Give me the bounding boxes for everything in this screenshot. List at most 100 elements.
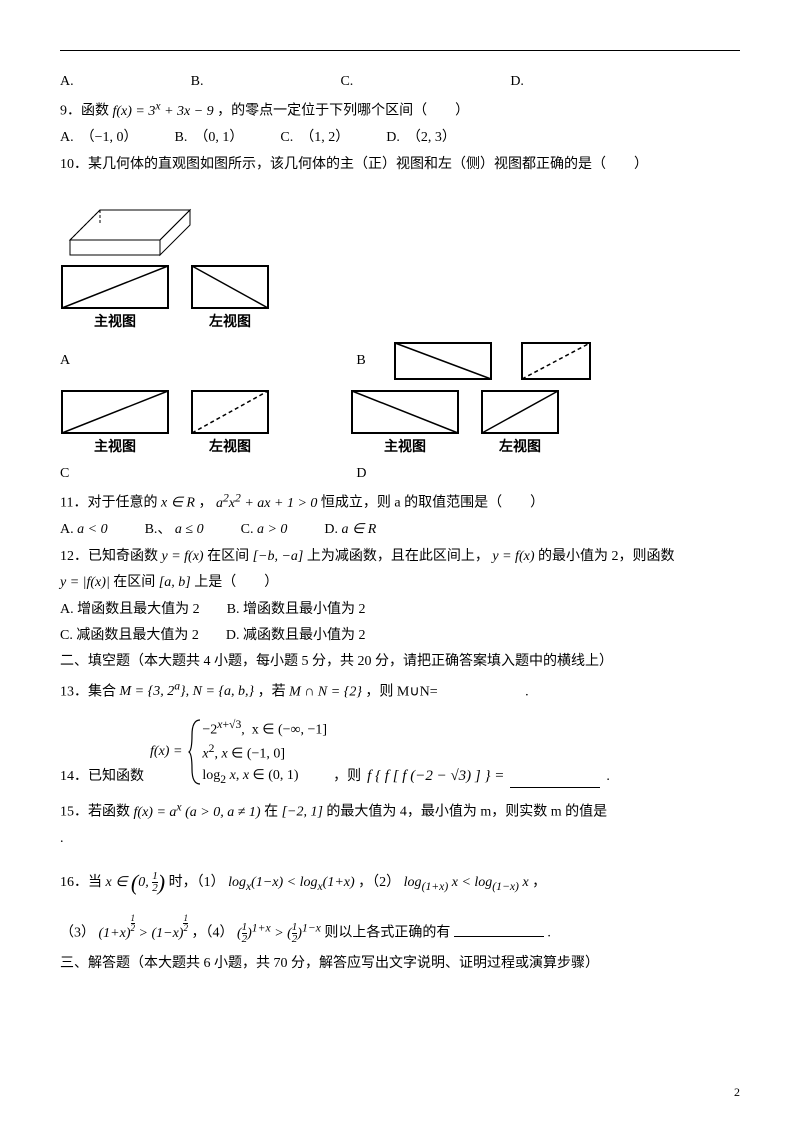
section-2-title: 二、填空题（本大题共 4 小题，每小题 5 分，共 20 分，请把正确答案填入题… — [60, 651, 740, 673]
q13-prefix: 13．集合 — [60, 684, 120, 699]
q14-fxeq: f(x) = — [150, 741, 182, 763]
q16-expr2: log(1+x) x < log(1−x) x — [404, 875, 529, 890]
q14-outer: f { f [ f (−2 − √3) ] } = — [367, 764, 504, 788]
q14-piece3: log2 x, x ∈ (0, 1) — [202, 765, 327, 788]
q12-opts-cd: C. 减函数且最大值为 2 D. 减函数且最小值为 2 — [60, 625, 740, 647]
q12-stem-2: y = |f(x)| 在区间 [a, b] 上是（ ） — [60, 572, 740, 594]
q14-piecewise: −2x+√3, x ∈ (−∞, −1] x2, x ∈ (−1, 0] log… — [188, 716, 327, 789]
q15-expr: f(x) = ax (a > 0, a ≠ 1) — [134, 805, 261, 820]
q10-c-main: 主视图 — [60, 389, 170, 459]
q12-suffix: 上是（ ） — [194, 575, 278, 590]
main-view-a-icon — [60, 264, 170, 310]
q12-yfx2: y = f(x) — [492, 549, 534, 564]
main-view-b-icon — [393, 341, 493, 381]
q11-options: A. a < 0 B.、 a ≤ 0 C. a > 0 D. a ∈ R — [60, 519, 740, 541]
q16-blank — [454, 922, 544, 937]
q9-opt-c: C. （1, 2） — [280, 130, 349, 145]
q10-cd-labels: C D — [60, 463, 740, 485]
q13-m: M = {3, 2a}, N = {a, b,} — [120, 684, 255, 699]
q10-b-label: B — [356, 353, 365, 368]
q10-cd-row: 主视图 左视图 主视图 — [60, 389, 740, 459]
q16-mid1: 时，（1） — [169, 875, 225, 890]
q14-period: . — [606, 766, 610, 788]
q11-a-expr: a < 0 — [77, 522, 107, 537]
q9-options: A. （−1, 0） B. （0, 1） C. （1, 2） D. （2, 3） — [60, 127, 740, 149]
left-view-a-icon — [190, 264, 270, 310]
q11-d-label: D. — [324, 522, 338, 537]
main-label-a: 主视图 — [94, 312, 136, 334]
q14-piece1: −2x+√3, x ∈ (−∞, −1] — [202, 716, 327, 741]
prev-options: A. B. C. D. — [60, 71, 740, 93]
q16-range: x ∈ (0, 12) — [106, 875, 166, 890]
page-container: A. B. C. D. 9．函数 f(x) = 3x + 3x − 9 ，的零点… — [0, 0, 800, 1132]
q16-label3: （3） — [60, 926, 95, 941]
q12-opt-a: A. 增函数且最大值为 2 — [60, 602, 200, 617]
q12-opt-d: D. 减函数且最小值为 2 — [226, 628, 366, 643]
q12-yfx: y = f(x) — [162, 549, 204, 564]
q12-mid3: 的最小值为 2，则函数 — [538, 549, 675, 564]
q14-pieces: −2x+√3, x ∈ (−∞, −1] x2, x ∈ (−1, 0] log… — [202, 716, 327, 789]
q12-absfx: y = |f(x)| — [60, 575, 110, 590]
main-label-d: 主视图 — [384, 437, 426, 459]
q11-mid: ， — [198, 496, 212, 511]
brace-icon — [188, 718, 202, 786]
left-view-d-icon — [480, 389, 560, 435]
q11-xinr: x ∈ R — [161, 496, 195, 511]
q16-period: . — [547, 926, 551, 941]
q13-mid: ，若 — [258, 684, 290, 699]
q13-inter: M ∩ N = {2} — [289, 684, 362, 699]
q11-expr: a2x2 + ax + 1 > 0 — [216, 496, 317, 511]
q16-expr3: (1+x)12 > (1−x)12 — [99, 926, 188, 941]
left-label-d: 左视图 — [499, 437, 541, 459]
q9-opt-d: D. （2, 3） — [386, 130, 456, 145]
q10-c-group: 主视图 左视图 — [60, 389, 270, 459]
q16-expr1: logx(1−x) < logx(1+x) — [228, 875, 355, 890]
q15-blank-line: . — [60, 828, 740, 850]
q10-a-left: 左视图 — [190, 264, 270, 334]
q10-a-main: 主视图 — [60, 264, 170, 334]
q13-stem: 13．集合 M = {3, 2a}, N = {a, b,} ，若 M ∩ N … — [60, 678, 740, 704]
q10-c-label: C — [60, 466, 69, 481]
q10-d-left: 左视图 — [480, 389, 560, 459]
q14-blank — [510, 773, 600, 788]
opt-c: C. — [340, 74, 353, 89]
q10-stem: 10．某几何体的直观图如图所示，该几何体的主（正）视图和左（侧）视图都正确的是（… — [60, 154, 740, 176]
q12-mid4: 在区间 — [113, 575, 159, 590]
q11-c-expr: a > 0 — [257, 522, 287, 537]
q9-suffix: ，的零点一定位于下列哪个区间（ ） — [217, 104, 469, 119]
q9-prefix: 9．函数 — [60, 104, 113, 119]
q13-suffix: ，则 M∪N= — [365, 684, 437, 699]
main-view-d-icon — [350, 389, 460, 435]
q10-ab-labels: A B — [60, 341, 740, 381]
q11-stem: 11．对于任意的 x ∈ R ， a2x2 + ax + 1 > 0 恒成立，则… — [60, 489, 740, 515]
left-label-c: 左视图 — [209, 437, 251, 459]
left-view-c-icon — [190, 389, 270, 435]
q10-a-label: A — [60, 353, 69, 368]
q11-d-expr: a ∈ R — [342, 522, 377, 537]
q16-line1: 16．当 x ∈ (0, 12) 时，（1） logx(1−x) < logx(… — [60, 865, 740, 900]
page-number: 2 — [734, 1083, 740, 1102]
q15-prefix: 15．若函数 — [60, 805, 134, 820]
q11-b-label: B.、 — [145, 522, 172, 537]
q15-period: . — [60, 831, 64, 846]
q9-stem: 9．函数 f(x) = 3x + 3x − 9 ，的零点一定位于下列哪个区间（ … — [60, 97, 740, 123]
q16-comma: ， — [532, 875, 546, 890]
q10-ab-row: 主视图 左视图 — [60, 264, 740, 334]
q16-line2: （3） (1+x)12 > (1−x)12 ，（4） (12)1+x > (12… — [60, 914, 740, 945]
q12-mid2: 上为减函数，且在此区间上， — [307, 549, 489, 564]
q15-int: [−2, 1] — [282, 805, 323, 820]
q15-stem: 15．若函数 f(x) = ax (a > 0, a ≠ 1) 在 [−2, 1… — [60, 798, 740, 824]
q10-c-left: 左视图 — [190, 389, 270, 459]
q10-d-group: 主视图 左视图 — [350, 389, 560, 459]
section-3-title: 三、解答题（本大题共 6 小题，共 70 分，解答应写出文字说明、证明过程或演算… — [60, 953, 740, 975]
q16-expr4: (12)1+x > (12)1−x — [237, 926, 321, 941]
q11-b-expr: a ≤ 0 — [175, 522, 204, 537]
q9-formula: f(x) = 3x + 3x − 9 — [113, 104, 218, 119]
q10-solid-icon — [60, 180, 200, 258]
q12-mid1: 在区间 — [207, 549, 253, 564]
main-view-c-icon — [60, 389, 170, 435]
q15-mid: 在 — [264, 805, 282, 820]
q16-mid4: ，（4） — [191, 926, 233, 941]
q14-prefix: 14．已知函数 — [60, 766, 144, 788]
left-label-a: 左视图 — [209, 312, 251, 334]
